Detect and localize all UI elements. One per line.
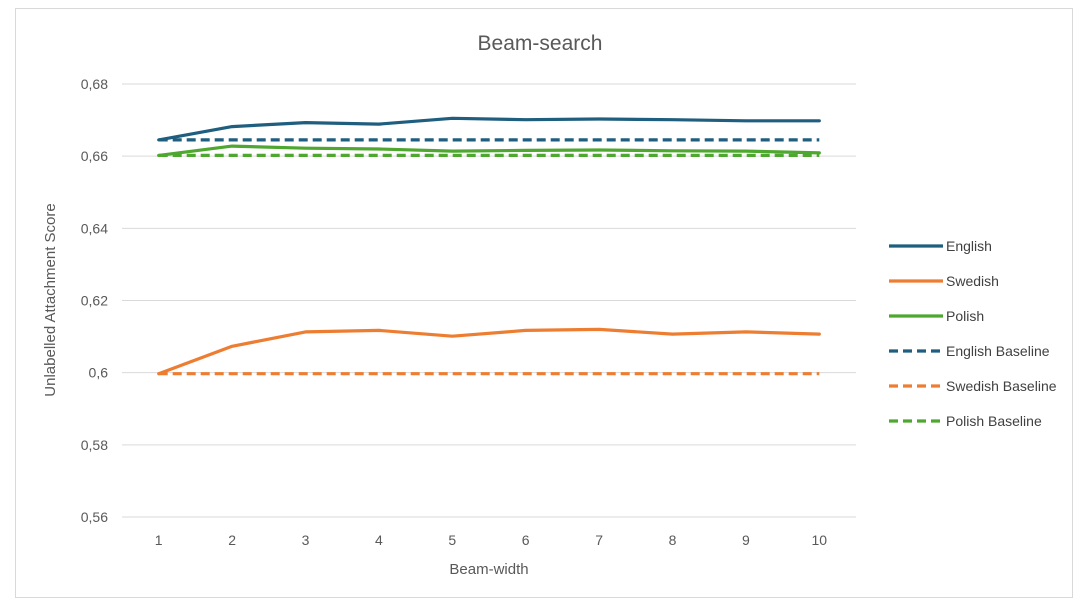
x-tick-label: 10	[812, 532, 828, 548]
series-line-english	[157, 116, 821, 142]
legend: English Swedish Polish English Baseline Swed…	[889, 238, 1057, 429]
chart-frame	[15, 8, 1073, 598]
legend-label: Swedish	[946, 273, 999, 289]
x-tick-label: 7	[595, 532, 603, 548]
chart-title: Beam-search	[478, 32, 603, 55]
y-tick-label: 0,6	[89, 365, 109, 381]
x-tick-label: 4	[375, 532, 383, 548]
x-axis-title: Beam-width	[449, 561, 528, 578]
y-tick-label: 0,56	[81, 509, 108, 525]
legend-label: Polish	[946, 308, 984, 324]
legend-label: Polish Baseline	[946, 413, 1042, 429]
y-tick-labels: 0,56 0,58 0,6 0,62 0,64 0,66 0,68	[81, 76, 108, 525]
y-axis-title: Unlabelled Attachment Score	[42, 203, 59, 396]
x-tick-label: 9	[742, 532, 750, 548]
x-tick-labels: 1 2 3 4 5 6 7 8 9 10	[155, 532, 827, 548]
x-tick-label: 3	[302, 532, 310, 548]
x-tick-label: 8	[669, 532, 677, 548]
y-tick-label: 0,66	[81, 148, 108, 164]
legend-label: English Baseline	[946, 343, 1050, 359]
y-tick-label: 0,58	[81, 437, 108, 453]
legend-label: English	[946, 238, 992, 254]
x-tick-label: 1	[155, 532, 163, 548]
series-lines	[157, 116, 821, 376]
x-tick-label: 2	[228, 532, 236, 548]
y-tick-label: 0,68	[81, 76, 108, 92]
y-tick-label: 0,64	[81, 220, 108, 236]
gridlines	[122, 83, 856, 518]
x-tick-label: 6	[522, 532, 530, 548]
x-tick-label: 5	[448, 532, 456, 548]
series-line-polish	[157, 144, 821, 157]
series-line-swedish	[157, 327, 821, 376]
y-tick-label: 0,62	[81, 293, 108, 309]
legend-label: Swedish Baseline	[946, 378, 1057, 394]
